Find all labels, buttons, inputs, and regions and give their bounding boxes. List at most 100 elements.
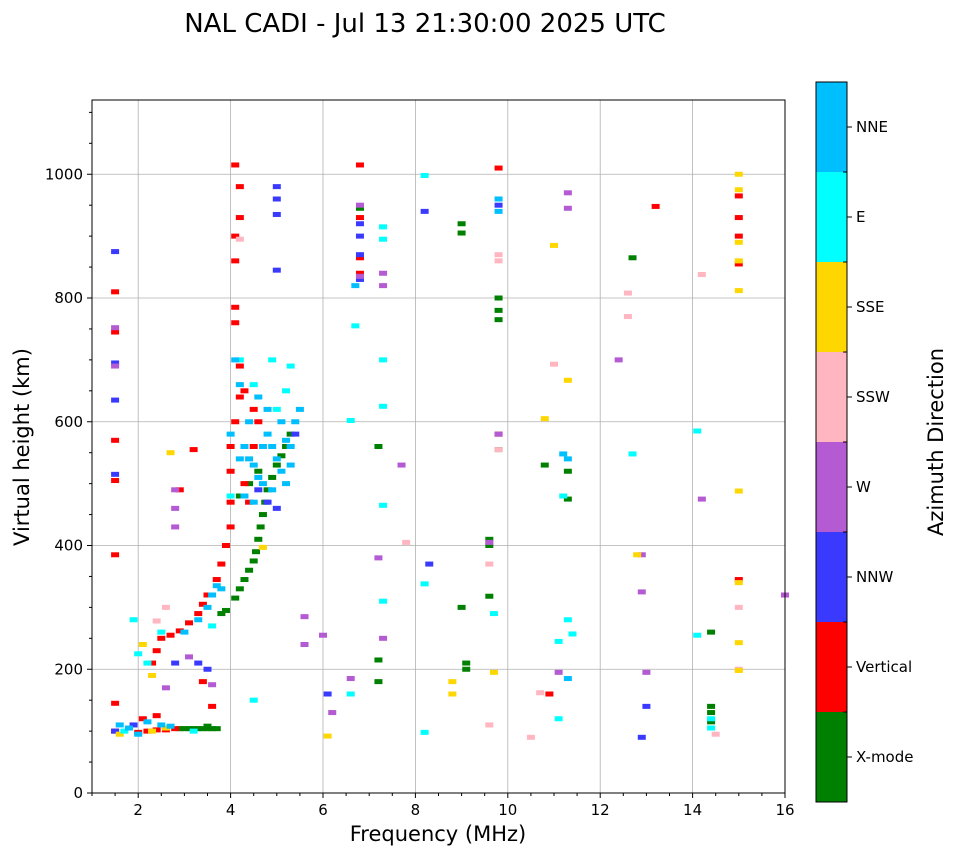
- data-point: [623, 290, 632, 296]
- data-point: [355, 276, 364, 282]
- data-points: [111, 162, 789, 740]
- data-point: [235, 394, 244, 400]
- data-point: [494, 295, 503, 301]
- data-point: [268, 357, 277, 363]
- data-point: [374, 444, 383, 449]
- data-point: [212, 577, 221, 583]
- data-point: [272, 184, 281, 190]
- data-point: [462, 666, 471, 672]
- data-point: [462, 660, 471, 666]
- colorbar-segment: [816, 262, 847, 352]
- data-point: [152, 713, 161, 719]
- x-tick-label: 10: [498, 801, 517, 819]
- data-point: [231, 233, 240, 239]
- data-point: [536, 690, 545, 696]
- data-point: [457, 230, 466, 236]
- colorbar-label: Azimuth Direction: [924, 348, 948, 536]
- data-point: [494, 208, 503, 214]
- colorbar-tick-label: NNW: [856, 568, 893, 586]
- data-point: [217, 586, 226, 592]
- data-point: [203, 604, 212, 610]
- data-point: [263, 499, 272, 505]
- data-point: [217, 561, 226, 567]
- data-point: [697, 271, 706, 277]
- data-point: [268, 444, 277, 449]
- data-point: [235, 357, 244, 363]
- data-point: [642, 703, 651, 709]
- data-point: [614, 357, 623, 363]
- data-point: [161, 604, 170, 610]
- data-point: [231, 357, 240, 363]
- colorbar-tick-label: X-mode: [856, 748, 913, 766]
- data-point: [494, 258, 503, 264]
- data-point: [707, 719, 716, 725]
- data-point: [143, 728, 152, 734]
- data-point: [734, 488, 743, 494]
- data-point: [231, 304, 240, 310]
- data-point: [138, 716, 147, 722]
- data-point: [231, 320, 240, 326]
- data-point: [277, 453, 286, 459]
- data-point: [291, 419, 300, 425]
- data-point: [198, 601, 207, 607]
- x-tick-label: 6: [318, 801, 328, 819]
- data-point: [258, 512, 267, 518]
- data-point: [485, 536, 494, 542]
- data-point: [554, 638, 563, 644]
- data-point: [252, 549, 261, 555]
- data-point: [355, 202, 364, 208]
- data-point: [489, 669, 498, 675]
- data-point: [249, 444, 258, 449]
- data-point: [485, 561, 494, 567]
- data-point: [448, 691, 457, 697]
- data-point: [254, 394, 263, 400]
- data-point: [129, 722, 138, 728]
- data-point: [379, 270, 388, 276]
- data-point: [203, 666, 212, 672]
- data-point: [208, 726, 217, 732]
- data-point: [115, 722, 124, 728]
- data-point: [194, 660, 203, 666]
- data-point: [563, 496, 572, 502]
- data-point: [563, 456, 572, 462]
- colorbar-segment: [816, 82, 847, 172]
- data-point: [111, 325, 120, 331]
- data-point: [254, 487, 263, 493]
- data-point: [734, 258, 743, 264]
- colorbar-tick-label: NNE: [856, 118, 888, 136]
- data-point: [379, 283, 388, 289]
- data-point: [157, 629, 166, 635]
- x-tick-label: 16: [775, 801, 794, 819]
- x-tick-label: 8: [411, 801, 421, 819]
- data-point: [198, 679, 207, 685]
- data-point: [734, 640, 743, 646]
- data-point: [138, 642, 147, 647]
- data-point: [379, 502, 388, 508]
- data-point: [563, 468, 572, 474]
- data-point: [286, 431, 295, 437]
- data-point: [226, 499, 235, 505]
- data-point: [707, 703, 716, 709]
- data-point: [485, 543, 494, 548]
- data-point: [402, 539, 411, 545]
- data-point: [489, 611, 498, 617]
- data-point: [231, 162, 240, 168]
- data-point: [258, 444, 267, 449]
- data-point: [494, 252, 503, 258]
- data-point: [272, 211, 281, 217]
- data-point: [734, 580, 743, 586]
- data-point: [185, 654, 194, 660]
- data-point: [226, 468, 235, 474]
- data-point: [171, 487, 180, 493]
- data-point: [226, 431, 235, 437]
- colorbar-frame: [815, 81, 848, 803]
- data-point: [734, 193, 743, 199]
- data-point: [240, 577, 249, 583]
- data-point: [420, 208, 429, 214]
- data-point: [628, 451, 637, 457]
- data-point: [355, 221, 364, 227]
- data-point: [628, 255, 637, 261]
- chart-title: NAL CADI - Jul 13 21:30:00 2025 UTC: [184, 9, 666, 39]
- data-point: [249, 697, 258, 703]
- data-point: [212, 583, 221, 589]
